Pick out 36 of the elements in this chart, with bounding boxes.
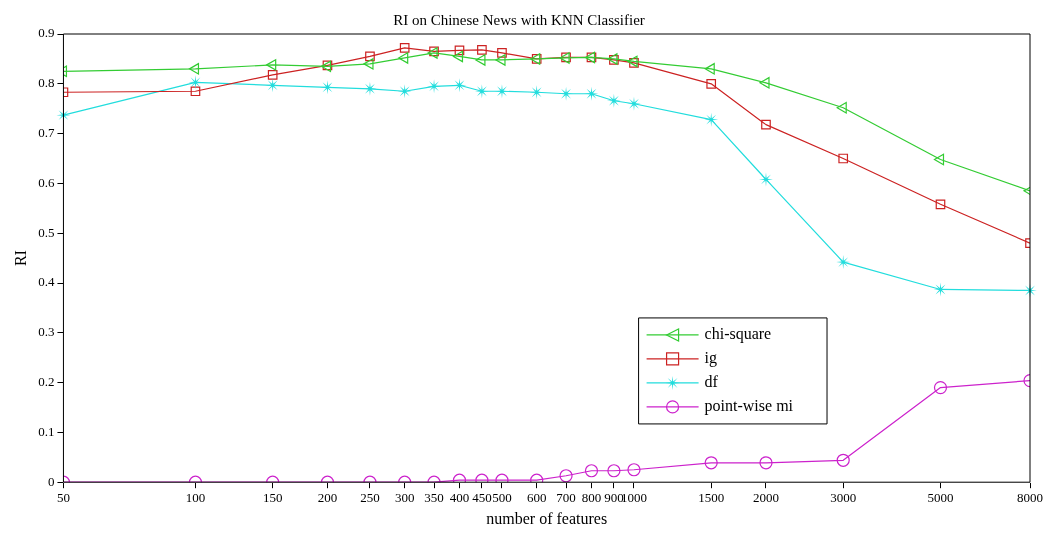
- x-tick-label: 2000: [752, 490, 779, 506]
- y-tick-label: 0.3: [38, 324, 55, 340]
- x-tick-label: 150: [262, 490, 283, 506]
- legend-label: df: [704, 373, 719, 391]
- x-tick-label: 300: [394, 490, 415, 506]
- x-tick-label: 600: [526, 490, 547, 506]
- y-tick-label: 0.2: [38, 374, 55, 390]
- x-tick-label: 200: [317, 490, 338, 506]
- x-tick-label: 8000: [1017, 490, 1043, 506]
- y-tick-label: 0.4: [38, 274, 55, 290]
- x-tick-label: 5000: [927, 490, 954, 506]
- y-tick-label: 0: [47, 473, 55, 489]
- y-tick-label: 0.5: [38, 224, 55, 240]
- y-tick-label: 0.6: [38, 174, 55, 190]
- y-tick-label: 0.8: [38, 75, 55, 91]
- x-tick-label: 400: [449, 490, 470, 506]
- x-tick-label: 800: [581, 490, 602, 506]
- y-tick-label: 0.7: [38, 125, 55, 141]
- y-tick-label: 0.1: [38, 423, 55, 439]
- x-tick-label: 50: [56, 490, 70, 506]
- x-axis-title: number of features: [486, 509, 608, 527]
- x-tick-label: 100: [185, 490, 206, 506]
- x-tick-label: 3000: [830, 490, 857, 506]
- x-tick-label: 900: [604, 490, 624, 506]
- x-tick-label: 350: [424, 490, 444, 506]
- legend-label: point-wise mi: [704, 397, 794, 416]
- x-tick-label: 1500: [698, 490, 725, 506]
- chart-title: RI on Chinese News with KNN Classifier: [393, 11, 645, 28]
- y-axis-title: RI: [11, 250, 29, 267]
- legend-label: chi-square: [704, 325, 772, 344]
- x-tick-label: 700: [556, 490, 576, 506]
- x-tick-label: 450: [472, 490, 492, 506]
- y-tick-label: 0.9: [38, 25, 55, 41]
- legend-label: ig: [704, 349, 718, 368]
- x-tick-label: 500: [492, 490, 512, 506]
- x-tick-label: 250: [360, 490, 380, 506]
